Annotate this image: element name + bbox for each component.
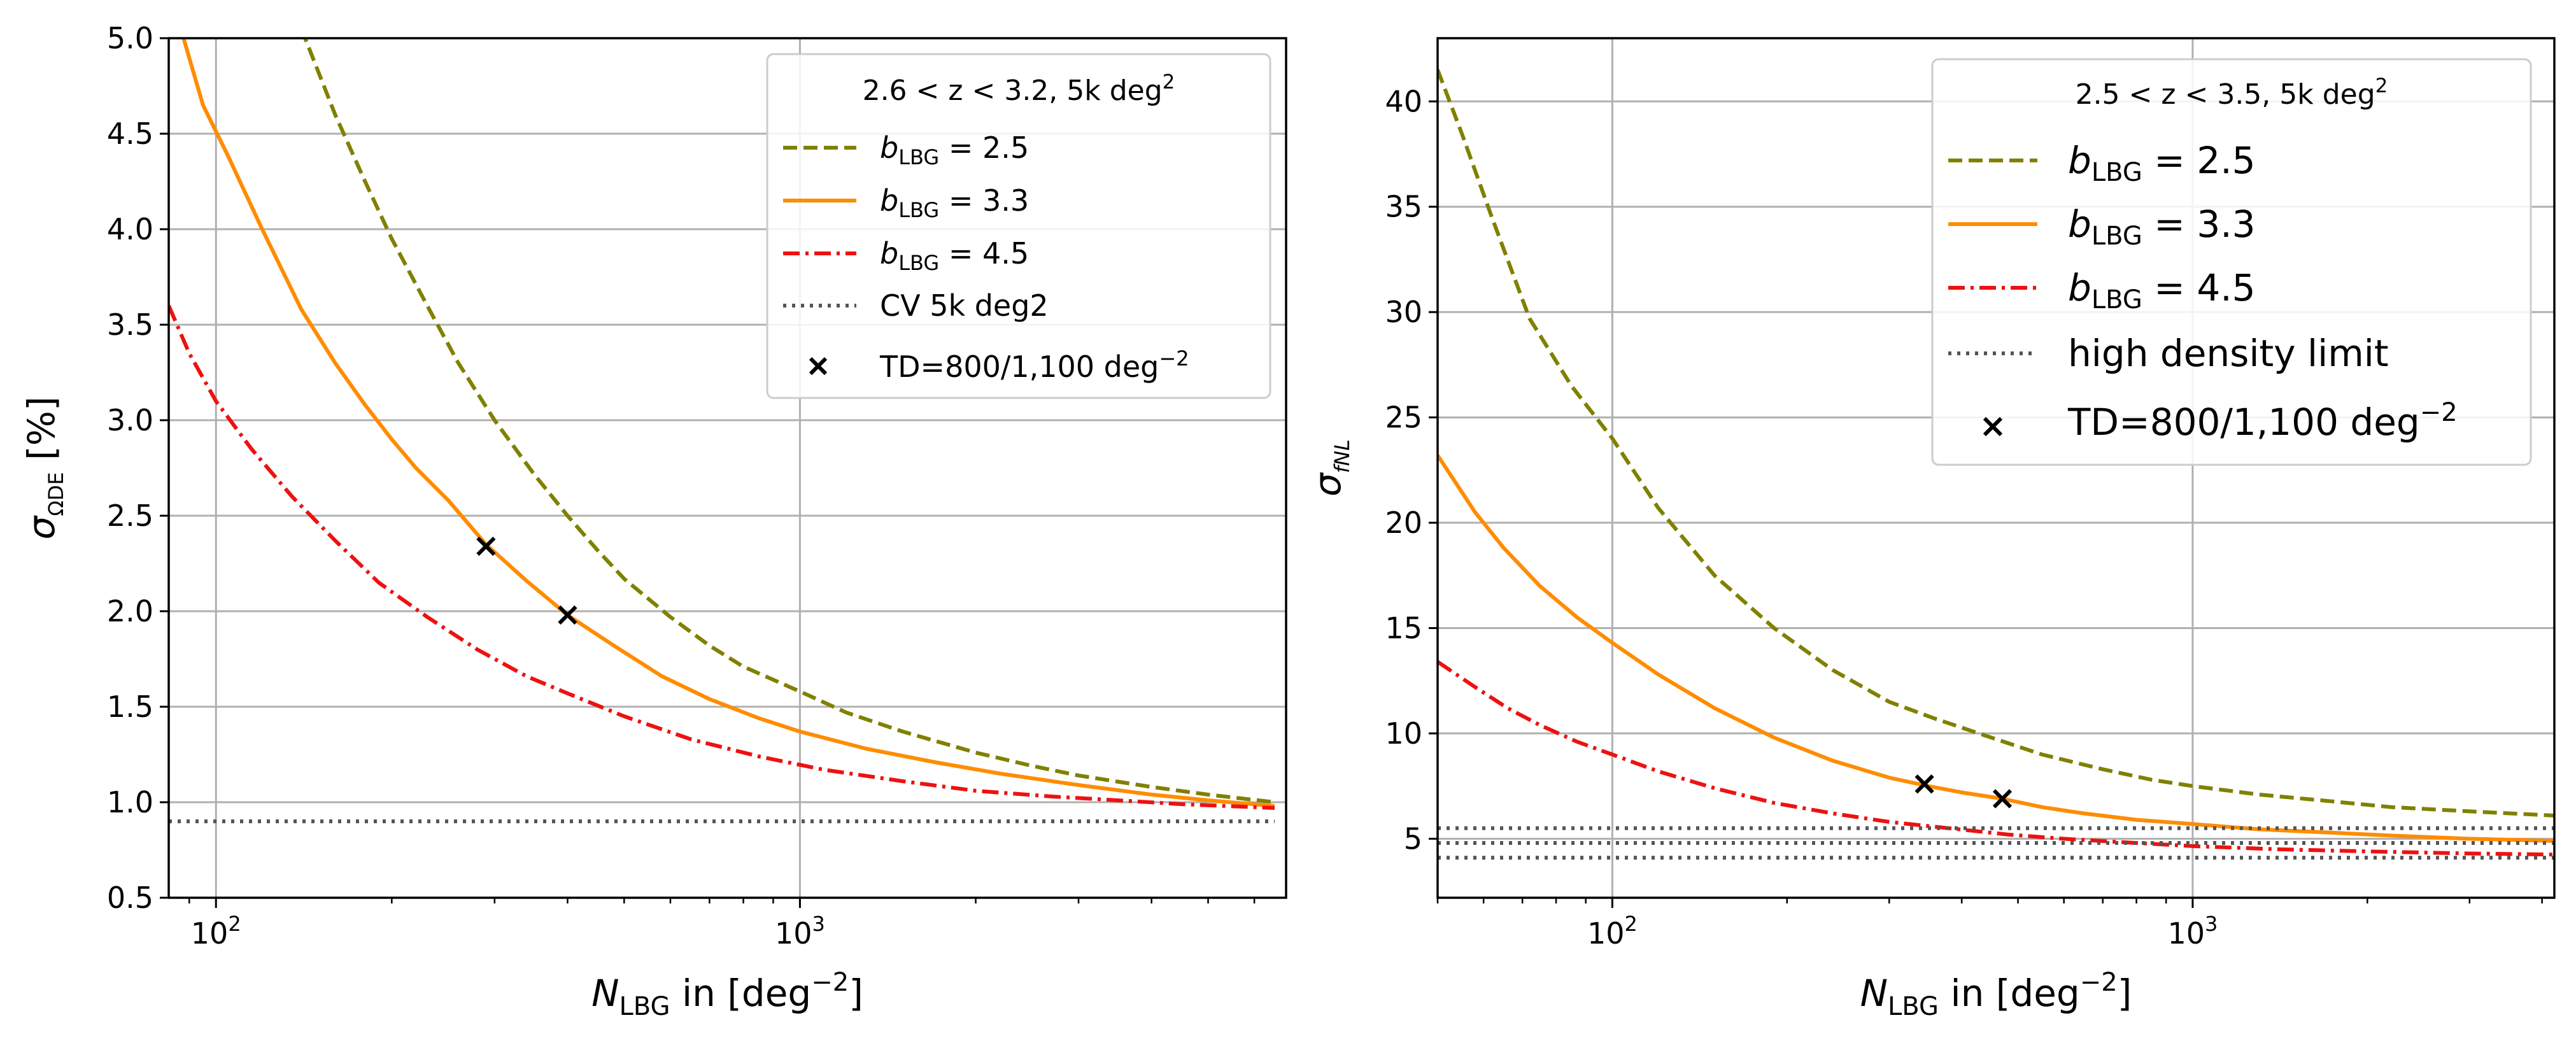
right-legend-title: 2.5 < z < 3.5, 5k deg2 [2076,74,2388,111]
left-legend-entry-b45: bLBG = 4.5 [783,236,1029,275]
svg-text:bLBG = 2.5: bLBG = 2.5 [880,131,1029,169]
left-y-tick-label: 2.5 [107,499,153,533]
right-legend-entry-td: TD=800/1,100 deg−2 [1983,398,2458,444]
right-legend: 2.5 < z < 3.5, 5k deg2 bLBG = 2.5 bLBG =… [1931,58,2532,466]
left-y-tick-label: 5.0 [107,21,153,55]
right-chart-panel: 5 10 15 20 25 30 35 40 102 103 NLBG in [deg−2] σf… [1306,37,2556,1021]
left-legend-box [766,53,1271,399]
left-x-tick-label: 102 [191,912,241,951]
right-x-axis-label: NLBG in [deg−2] [1860,968,2132,1021]
left-y-tick-label: 0.5 [107,881,153,915]
right-legend-entry-b33: bLBG = 3.3 [1948,202,2256,251]
left-y-tick-label: 1.0 [107,785,153,819]
left-legend-entry-b25: bLBG = 2.5 [783,131,1029,169]
right-y-tick-label: 30 [1385,295,1422,329]
svg-text:bLBG = 4.5: bLBG = 4.5 [2068,266,2256,315]
svg-text:high density limit: high density limit [2068,332,2389,375]
right-series-line-2 [1438,660,2554,857]
svg-text:bLBG = 2.5: bLBG = 2.5 [2068,139,2256,187]
right-series-line-1 [1438,454,2554,843]
svg-text:bLBG = 3.3: bLBG = 3.3 [2068,202,2256,251]
left-y-tick-label: 3.0 [107,403,153,437]
svg-text:TD=800/1,100 deg−2: TD=800/1,100 deg−2 [879,346,1189,384]
svg-text:CV 5k deg2: CV 5k deg2 [880,288,1049,323]
right-legend-box [1931,58,2532,466]
left-y-axis-label: σΩDE [%] [20,397,68,540]
left-legend-entry-b33: bLBG = 3.3 [783,183,1029,222]
right-legend-entry-hd: high density limit [1948,332,2389,375]
left-legend-title: 2.6 < z < 3.2, 5k deg2 [863,71,1175,107]
left-td-marker [476,536,496,556]
svg-text:bLBG = 3.3: bLBG = 3.3 [880,183,1029,222]
right-y-tick-label: 15 [1385,611,1422,645]
left-plot-frame [167,37,1287,899]
left-chart-panel: 0.5 1.0 1.5 2.0 2.5 3.0 3.5 4.0 4.5 5.0 102 103 NLB… [20,21,1287,1021]
left-markers [476,536,577,625]
right-td-marker [1914,774,1934,794]
right-series-line-0 [1438,69,2554,818]
left-legend-entry-cv: CV 5k deg2 [783,288,1049,323]
right-y-tick-label: 20 [1385,506,1422,540]
right-ticks: 5 10 15 20 25 30 35 40 102 103 [1385,84,2543,951]
right-x-tick-label: 103 [2167,912,2218,951]
left-legend: 2.6 < z < 3.2, 5k deg2 bLBG = 2.5 bLBG =… [766,53,1271,399]
left-legend-entry-td: TD=800/1,100 deg−2 [809,346,1189,384]
left-series-line-0 [302,38,1275,804]
left-x-tick-label: 103 [775,912,825,951]
svg-text:bLBG = 4.5: bLBG = 4.5 [880,236,1029,275]
left-y-tick-label: 1.5 [107,690,153,724]
right-y-tick-label: 5 [1404,821,1422,856]
right-plot-frame [1436,37,2556,899]
left-series-line-2 [169,304,1275,810]
right-y-tick-label: 35 [1385,190,1422,224]
right-y-axis-label: σfNL [1306,439,1354,497]
right-legend-entry-b45: bLBG = 4.5 [1948,266,2256,315]
right-x-tick-label: 102 [1587,912,1638,951]
left-y-tick-label: 3.5 [107,308,153,342]
left-x-axis-label: NLBG in [deg−2] [591,968,863,1021]
left-y-tick-label: 2.0 [107,594,153,628]
svg-text:TD=800/1,100 deg−2: TD=800/1,100 deg−2 [2067,398,2458,444]
right-y-tick-label: 10 [1385,716,1422,751]
left-y-tick-label: 4.0 [107,212,153,246]
left-ticks: 0.5 1.0 1.5 2.0 2.5 3.0 3.5 4.0 4.5 5.0 102 103 [107,21,1256,951]
left-y-tick-label: 4.5 [107,117,153,151]
right-markers [1914,774,2013,809]
right-td-marker [1992,789,2013,809]
right-legend-entry-b25: bLBG = 2.5 [1948,139,2256,187]
right-y-tick-label: 40 [1385,84,1422,118]
left-td-marker [558,605,577,625]
right-y-tick-label: 25 [1385,400,1422,435]
